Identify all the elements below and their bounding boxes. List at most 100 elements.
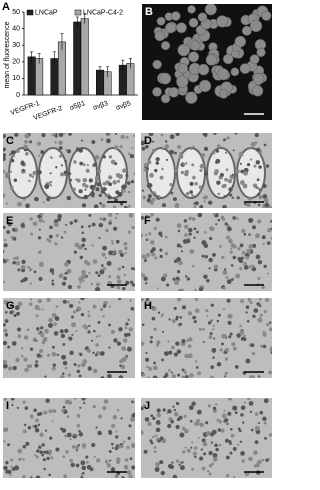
panel-label: A (2, 1, 10, 13)
cell (152, 87, 162, 97)
cell (99, 217, 103, 221)
cell (33, 408, 37, 413)
cell (71, 333, 74, 336)
cell (182, 450, 186, 454)
cell (133, 267, 135, 271)
cell (25, 441, 30, 446)
cell (129, 299, 132, 302)
cell (3, 363, 8, 369)
cell (60, 172, 65, 177)
cell (179, 461, 183, 465)
cell (33, 270, 37, 274)
cell (231, 173, 234, 176)
cell (148, 302, 152, 306)
cell (216, 319, 220, 323)
cell (210, 303, 214, 307)
cell (249, 410, 253, 413)
cell (204, 254, 208, 259)
cell (149, 340, 153, 344)
cell (160, 276, 166, 282)
cell (236, 217, 239, 220)
cell (109, 459, 112, 462)
cell (163, 273, 168, 278)
cell (157, 439, 161, 443)
cell (243, 401, 247, 404)
cell (9, 303, 13, 307)
cell (257, 317, 263, 323)
y-tick-label: 10 (12, 75, 20, 82)
cell (144, 139, 147, 143)
cell (76, 423, 81, 428)
cell (58, 140, 63, 145)
cell (128, 424, 132, 428)
cell (102, 267, 106, 271)
cell (159, 460, 164, 465)
cell (131, 400, 134, 404)
cell (3, 323, 6, 327)
cell (112, 252, 115, 255)
cell (100, 190, 105, 194)
panel-label: B (145, 6, 153, 18)
cell (119, 252, 125, 257)
cell (78, 276, 84, 282)
cell (102, 187, 107, 192)
cell (209, 226, 213, 231)
cell (154, 256, 158, 260)
cell (91, 140, 96, 144)
cell (144, 256, 148, 260)
cell (201, 254, 205, 258)
cell (176, 22, 187, 34)
cell (165, 283, 170, 287)
cell (126, 346, 132, 352)
cell (265, 458, 269, 462)
cell (3, 147, 6, 152)
cell (178, 415, 183, 420)
panel-label: C (6, 135, 14, 147)
cell (122, 287, 126, 291)
cell (25, 203, 30, 208)
cell (232, 244, 237, 249)
cell (246, 202, 251, 208)
panel-label: J (144, 400, 150, 412)
cell (11, 341, 17, 346)
cell (210, 441, 214, 444)
cell (102, 245, 107, 251)
cell (211, 347, 217, 353)
cell (104, 459, 109, 464)
cell (179, 322, 183, 326)
cell (71, 322, 77, 328)
cell (7, 221, 12, 227)
cell (203, 452, 207, 456)
legend-label: LNCaP (35, 9, 58, 16)
cell (205, 431, 211, 436)
cell (149, 439, 153, 443)
cell (192, 175, 196, 180)
cell (73, 219, 78, 223)
cell (206, 315, 209, 318)
cell (160, 470, 165, 476)
cell (39, 432, 44, 437)
cell (240, 336, 245, 341)
cell (29, 140, 33, 144)
cell (83, 325, 89, 330)
cell (11, 404, 14, 407)
cell (55, 305, 59, 309)
cell (11, 154, 16, 158)
cell (227, 411, 232, 416)
cell (184, 162, 188, 165)
cell (60, 236, 64, 239)
cell (188, 232, 192, 236)
cell (202, 327, 205, 331)
cell (71, 445, 76, 449)
cell (229, 250, 233, 254)
cell (155, 161, 160, 165)
cell (243, 232, 247, 236)
cell (261, 10, 272, 21)
cell (191, 163, 195, 167)
cell (232, 405, 238, 411)
cell (149, 200, 154, 205)
cell (22, 400, 26, 404)
cell (77, 444, 80, 447)
cell (224, 375, 227, 378)
cell (23, 357, 28, 362)
